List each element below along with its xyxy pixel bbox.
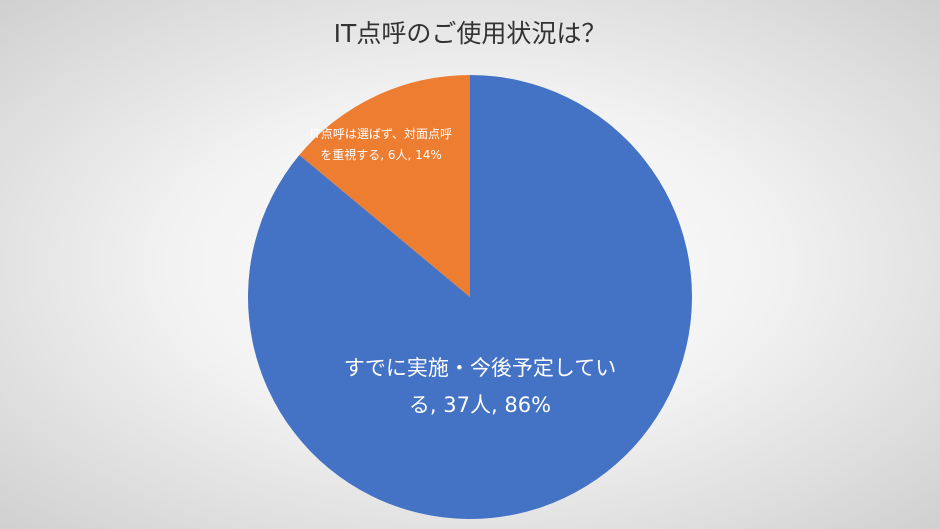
- data-label: すでに実施・今後予定している, 37人, 86%: [330, 350, 630, 424]
- pie-slice: [299, 75, 470, 297]
- label-separator: ,: [491, 392, 505, 417]
- label-part: 86%: [504, 392, 552, 417]
- label-part: IT点呼は選ばず、対面点呼を重視する: [309, 127, 453, 162]
- label-separator: ,: [407, 148, 416, 162]
- label-separator: ,: [380, 148, 388, 162]
- label-part: 6人: [387, 148, 408, 162]
- label-separator: ,: [429, 392, 444, 417]
- label-part: 14%: [415, 148, 442, 162]
- label-part: すでに実施・今後予定している: [343, 356, 617, 417]
- label-part: 37人: [443, 392, 492, 417]
- data-label: IT点呼は選ばず、対面点呼を重視する, 6人, 14%: [306, 124, 456, 166]
- pie-slice: [248, 75, 693, 519]
- chart-title: IT点呼のご使用状況は？: [333, 19, 607, 48]
